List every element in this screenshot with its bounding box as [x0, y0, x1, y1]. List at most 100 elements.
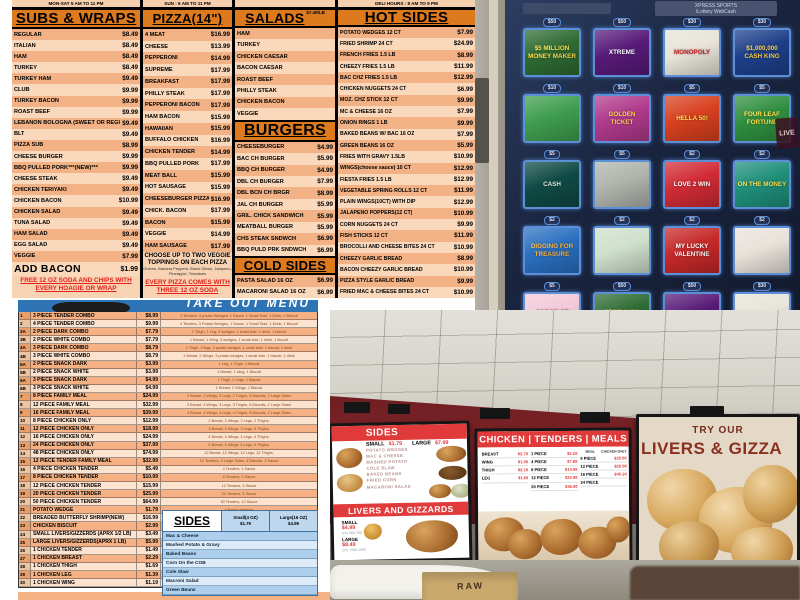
menu-item-row: BUFFALO CHICKEN $16.99	[143, 134, 232, 147]
ticket-price-tag: $5	[544, 150, 560, 159]
table-row: 10 8 PIECE CHICKEN ONLY $12.99 2 Breast,…	[19, 417, 317, 426]
lottery-ticket-slot[interactable]: $30 MONOPOLY	[727, 282, 797, 310]
menu-item-row: CHEESE STEAK $9.49	[12, 173, 140, 185]
bottom-orange-bar	[18, 592, 332, 600]
item-price: $9.49	[122, 175, 138, 183]
item-price: $16.99	[210, 31, 230, 39]
menu-item-row: CORN NUGGETS 24 CT $9.99	[338, 219, 475, 231]
menu-item-row: HAM SAUSAGE $17.99	[143, 240, 232, 252]
takeout-menu-table: TAKE OUT MENU 1 3 PIECE TENDER COMBO $8.…	[18, 300, 332, 600]
ticket-title: $1,000,000 CASH KING	[744, 45, 780, 60]
row-item-name: 16 PIECE CHICKEN ONLY	[31, 433, 137, 441]
menu-item-row: GREEN BEANS 16 OZ $5.99	[338, 139, 475, 152]
item-price: $7.99	[457, 130, 473, 138]
chicken-photo-strip	[478, 510, 631, 568]
item-price: $9.49	[122, 208, 138, 216]
item-price: $7.99	[457, 29, 473, 37]
lottery-ticket-slot[interactable]: $5 SCOOP OF CASH	[517, 282, 587, 310]
menu-item-row: FIESTA FRIES 1.5 LB $12.99	[338, 173, 475, 186]
menu-item-row: EGG SALAD $9.49	[12, 239, 140, 251]
ticket-price-tag: $2	[754, 216, 770, 225]
item-name: HAWAIIAN	[145, 125, 173, 132]
item-name: TURKEY HAM	[14, 75, 52, 82]
row-price: $5.49	[137, 465, 161, 473]
row-item-name: CHICKEN BISCUIT	[31, 522, 137, 530]
lottery-ticket-slot[interactable]: $50 $5 MILLION MONEY MAKER	[587, 282, 657, 310]
scratch-ticket: XTREME	[593, 28, 651, 77]
add-bacon-label: ADD BACON	[14, 263, 81, 275]
livers-promo-board: TRY OUR LIVERS & GIZZA Chester's	[636, 414, 800, 582]
ticket-price-tag: $2	[684, 216, 700, 225]
lottery-machine-face: XPRESS SPORTS iLottery WebCash $50 $5 MI…	[505, 0, 800, 310]
lottery-ticket-slot[interactable]: $5 HELLA 50!	[657, 84, 727, 150]
lottery-ticket-slot[interactable]: $5	[587, 150, 657, 216]
row-item-name: 4 PIECE TENDER COMBO	[31, 320, 137, 328]
item-name: ROAST BEEF	[14, 109, 51, 116]
table-row: 18 12 PIECE CHICKEN TENDER $15.99 12 Ten…	[19, 481, 317, 491]
lottery-ticket-slot[interactable]: $50 XTREME	[587, 18, 657, 84]
lottery-ticket-slot[interactable]: $2 MY LUCKY VALENTINE	[657, 216, 727, 282]
item-price: $12.99	[453, 164, 473, 172]
menu-item-row: PEPPERONI $14.99	[143, 52, 232, 65]
row-item-name: 1 CHICKEN BREAST	[31, 554, 137, 562]
lottery-ticket-slot[interactable]: $30 $1,000,000 CASH KING	[727, 18, 797, 84]
row-number: 5A	[19, 360, 31, 368]
machine-sign[interactable]: XPRESS SPORTS iLottery WebCash	[655, 1, 777, 16]
lottery-ticket-slot[interactable]: $5 CASH	[517, 150, 587, 216]
row-item-name: 48 PIECE CHICKEN ONLY	[31, 449, 137, 457]
livers-band: LIVERS AND GIZZARDS	[333, 501, 469, 518]
add-bacon-price: $1.99	[120, 265, 138, 273]
row-item-name: 4 PIECE CHICKEN TENDER	[31, 465, 137, 473]
row-price: $5.99	[137, 538, 161, 546]
row-item-name: 2 PIECE SNACK WHITE	[31, 368, 137, 376]
lottery-ticket-slot[interactable]: $2 DIGGING FOR TREASURE	[517, 216, 587, 282]
item-name: TURKEY	[14, 64, 37, 71]
menu-item-row: BACON CAESAR	[235, 62, 335, 74]
row-price: $16.99	[137, 514, 161, 522]
menu-item-row: BBQ PULD PRK SNDWCH $6.99	[235, 244, 335, 257]
item-price: $5.99	[317, 201, 333, 209]
side-item-row: Mac & Cheese	[163, 532, 317, 541]
row-price: $25.99	[137, 490, 161, 498]
item-price: $9.99	[122, 86, 138, 94]
item-name: CHICKEN TENDER	[145, 149, 196, 156]
scratch-ticket: GOLDEN TICKET	[593, 94, 651, 143]
menu-item-row: BBQ CH BURGER $4.99	[235, 164, 335, 176]
machine-top-button[interactable]	[523, 3, 611, 14]
item-name: PEPPERONI	[145, 55, 178, 62]
lottery-ticket-slot[interactable]: $30 MONOPOLY	[657, 18, 727, 84]
item-price: $17.99	[210, 242, 230, 250]
ticket-price-tag: $30	[682, 18, 702, 27]
row-description: 4 Tenders, 3 Potato Wedges, 1 Sauce, 1 S…	[180, 321, 298, 326]
row-description: 3 Breast, 3 Wings, 3 Legs, 3 Thighs,	[208, 426, 270, 431]
lottery-ticket-slot[interactable]: $2	[587, 216, 657, 282]
sides-inset-header: SIDES Small(4 OZ) $1.79 Large(16 OZ) $4.…	[163, 511, 317, 532]
row-number: 6A	[19, 376, 31, 384]
bag-text: RAW	[456, 580, 484, 592]
row-item-name: POTATO WEDGE	[31, 506, 137, 514]
row-number: 25	[19, 538, 31, 546]
lottery-ticket-slot[interactable]: $2 ON THE MONEY	[727, 150, 797, 216]
lottery-ticket-slot[interactable]: $10 GOLDEN TICKET	[587, 84, 657, 150]
row-item-name: 3 PIECE TENDER COMBO	[31, 312, 137, 320]
item-name: CHICK. BACON	[145, 207, 187, 214]
lottery-ticket-slot[interactable]: $2 LOVE 2 WIN	[657, 150, 727, 216]
row-number: 11	[19, 425, 31, 433]
item-price: $9.99	[122, 153, 138, 161]
lottery-ticket-slot[interactable]: $50 XTREME	[657, 282, 727, 310]
lottery-ticket-slot[interactable]: $2	[727, 216, 797, 282]
ticket-price-tag: $30	[752, 282, 772, 291]
item-price: $9.99	[122, 108, 138, 116]
menu-item-row: CHEESE BURGER $9.99	[12, 151, 140, 163]
side-item-row: Mashed Potato & Gravy	[163, 541, 317, 550]
menu-item-row: PLAIN WINGS(10CT) WITH DIP $12.99	[338, 196, 475, 208]
item-name: VEGETABLE SPRING ROLLS 12 CT	[340, 187, 428, 194]
menu-item-row: PASTA SALAD 16 OZ $6.99	[235, 275, 335, 287]
menu-item-row: 4 MEAT $16.99	[143, 29, 232, 41]
menu-item-row: DBL BCN CH BRGR $8.99	[235, 187, 335, 199]
lottery-ticket-slot[interactable]: $10	[517, 84, 587, 150]
table-row: 11 12 PIECE CHICKEN ONLY $18.99 3 Breast…	[19, 425, 317, 434]
lottery-ticket-slot[interactable]: $50 $5 MILLION MONEY MAKER	[517, 18, 587, 84]
row-number: 24	[19, 530, 31, 538]
item-name: FRENCH FRIES 1.5 LB	[340, 52, 396, 59]
